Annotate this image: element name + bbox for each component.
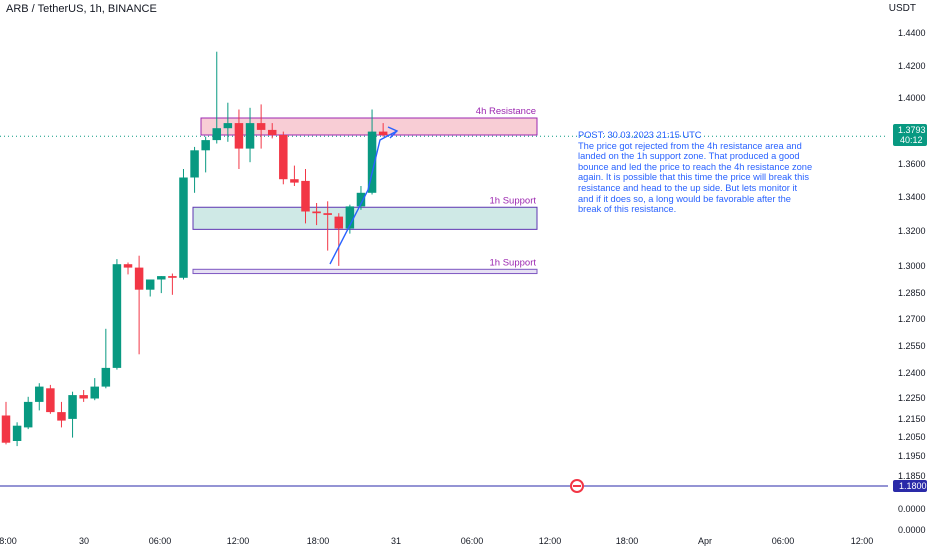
- candle-body: [23, 401, 33, 428]
- y-tick-label: 1.4000: [898, 93, 926, 103]
- y-tick-label: 1.2700: [898, 314, 926, 324]
- candle-body: [301, 180, 310, 212]
- alert-price-text: 1.1800: [899, 481, 927, 491]
- candle-body: [157, 276, 166, 280]
- y-tick-label: 1.2400: [898, 368, 926, 378]
- y-tick-label: 1.2850: [898, 288, 926, 298]
- candle-body: [79, 395, 88, 399]
- analysis-note: POST: 30.03.2023 21:15 UTC The price got…: [578, 130, 813, 215]
- candle-body: [356, 192, 366, 207]
- candle-body: [57, 412, 66, 421]
- x-tick-label: 12:00: [851, 536, 874, 546]
- candle-body: [234, 123, 244, 149]
- y-tick-label: 1.1950: [898, 451, 926, 461]
- candle-body: [312, 211, 321, 214]
- candle-body: [290, 179, 299, 183]
- x-tick-label: 06:00: [772, 536, 795, 546]
- symbol-header[interactable]: ARB / TetherUS, 1h, BINANCE: [6, 3, 157, 15]
- x-tick-label: 06:00: [149, 536, 172, 546]
- trend-arrow: [329, 130, 398, 265]
- alert-price-tag: [893, 480, 927, 492]
- candle-body: [90, 386, 99, 399]
- x-tick-label: 31: [391, 536, 401, 546]
- candle-body: [345, 206, 355, 229]
- zone-label: 4h Resistance: [476, 106, 536, 117]
- candle-body: [112, 264, 122, 368]
- x-tick-label: 18:00: [307, 536, 330, 546]
- x-tick-label: Apr: [698, 536, 712, 546]
- candle-body: [334, 216, 344, 229]
- x-tick-label: 18:00: [616, 536, 639, 546]
- candle-body: [267, 129, 277, 135]
- candle-body: [279, 135, 288, 180]
- zone-label: 1h Support: [490, 195, 537, 206]
- candle-body: [168, 276, 177, 278]
- y-tick-label: 1.2050: [898, 432, 926, 442]
- x-tick-label: 30: [79, 536, 89, 546]
- candle-body: [46, 388, 55, 413]
- y-tick-label: 1.4200: [898, 61, 926, 71]
- candle-body: [12, 425, 22, 441]
- candle-body: [179, 177, 188, 278]
- y-tick-label: 1.3400: [898, 192, 926, 202]
- y-tick-label: 1.3200: [898, 226, 926, 236]
- y-tick-label: 0.0000: [898, 504, 926, 514]
- x-tick-label: 06:00: [461, 536, 484, 546]
- candle-body: [223, 123, 233, 129]
- zone-box: [192, 206, 538, 230]
- y-tick-label: 1.3600: [898, 159, 926, 169]
- x-tick-label: 12:00: [227, 536, 250, 546]
- candle-body: [256, 123, 266, 130]
- x-tick-label: 12:00: [539, 536, 562, 546]
- x-tick-label: 8:00: [0, 536, 17, 546]
- y-tick-label: 1.4400: [898, 28, 926, 38]
- y-tick-label: 1.2150: [898, 414, 926, 424]
- candle-body: [245, 123, 255, 149]
- zone-box: [192, 268, 538, 275]
- current-price-tag: [893, 124, 927, 146]
- candle-body: [367, 131, 377, 193]
- candle-body: [68, 395, 77, 419]
- candle-body: [145, 279, 155, 290]
- y-tick-label: 1.2250: [898, 393, 926, 403]
- y-tick-label: 1.3000: [898, 261, 926, 271]
- y-tick-label: 0.0000: [898, 525, 926, 535]
- candle-body: [1, 415, 11, 443]
- candle-body: [378, 131, 388, 135]
- candle-body: [201, 140, 210, 151]
- y-tick-label: 1.2550: [898, 341, 926, 351]
- current-price-text: 1.3793: [898, 125, 926, 135]
- candle-body: [134, 267, 144, 290]
- price-axis: [888, 0, 932, 550]
- candle-body: [123, 264, 133, 268]
- zone-label: 1h Support: [490, 257, 537, 268]
- countdown-text: 40:12: [900, 135, 923, 145]
- candle-body: [35, 386, 44, 402]
- candle-body: [212, 128, 222, 141]
- candle-body: [190, 150, 199, 178]
- y-tick-label: 1.1850: [898, 471, 926, 481]
- trend-arrow-head: [387, 126, 399, 139]
- currency-label: USDT: [888, 3, 916, 14]
- candle-body: [101, 367, 111, 387]
- candle-body: [323, 213, 332, 215]
